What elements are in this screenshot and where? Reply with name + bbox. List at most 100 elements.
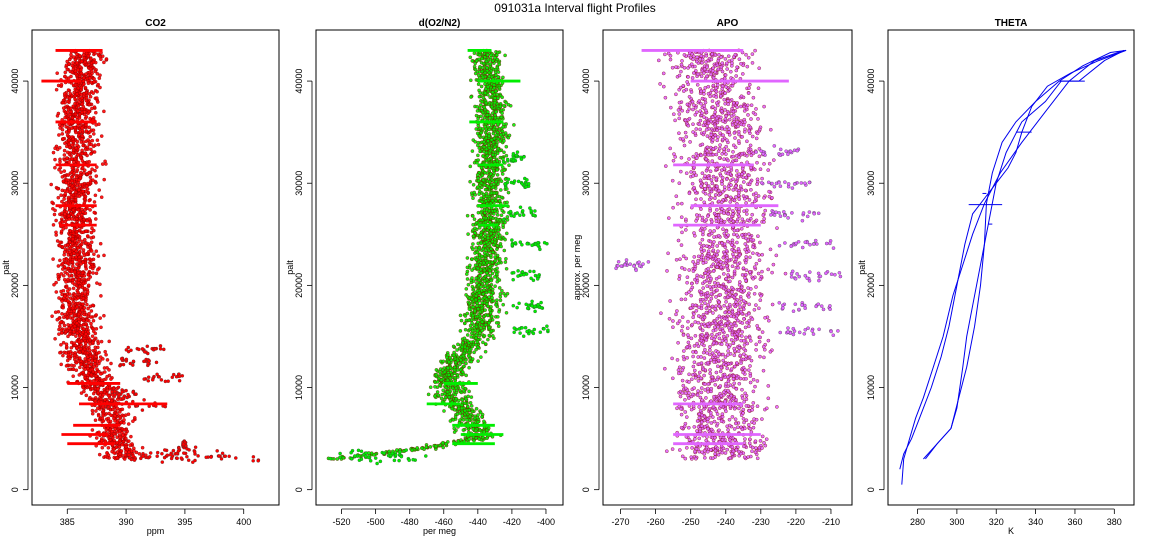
data-point	[465, 272, 469, 276]
data-point	[79, 343, 83, 347]
data-point	[501, 157, 505, 161]
data-point	[109, 433, 114, 438]
data-point	[85, 234, 90, 238]
data-point	[505, 157, 510, 162]
data-point	[83, 207, 87, 212]
data-point	[487, 134, 491, 138]
data-point	[76, 280, 81, 285]
data-point	[753, 48, 757, 53]
data-point	[90, 367, 95, 372]
data-point	[516, 269, 520, 273]
data-point	[477, 245, 482, 250]
data-point	[473, 226, 477, 231]
data-point	[489, 191, 494, 195]
data-point	[459, 358, 463, 362]
data-point	[62, 92, 67, 96]
data-point	[66, 76, 71, 80]
data-point	[121, 433, 125, 437]
data-point	[458, 329, 463, 333]
data-point	[499, 115, 504, 120]
data-point	[525, 242, 529, 246]
data-point	[137, 347, 141, 352]
data-point	[115, 406, 120, 411]
data-point	[486, 337, 490, 342]
data-point	[521, 334, 526, 338]
data-point	[126, 392, 130, 397]
data-point	[84, 72, 88, 76]
data-point	[67, 128, 71, 133]
x-axis-label: per meg	[423, 526, 456, 536]
data-point	[356, 448, 361, 453]
data-point	[503, 53, 507, 58]
data-point	[490, 104, 494, 109]
data-point	[438, 383, 442, 388]
data-point	[477, 134, 482, 138]
data-point	[486, 313, 490, 318]
data-point	[463, 408, 467, 413]
data-point	[82, 201, 87, 205]
data-point	[132, 458, 137, 462]
data-point	[456, 342, 460, 347]
data-point	[94, 378, 99, 383]
data-point	[61, 305, 65, 310]
data-point	[89, 321, 93, 326]
data-point	[251, 459, 255, 463]
data-point	[538, 330, 543, 334]
data-point	[142, 350, 147, 354]
data-point	[500, 95, 504, 100]
data-point	[477, 94, 482, 99]
data-point	[82, 306, 87, 310]
data-point	[482, 140, 486, 144]
data-point	[519, 157, 524, 161]
data-point	[88, 180, 93, 185]
data-point	[165, 453, 170, 457]
data-point	[460, 398, 465, 402]
data-point	[492, 83, 496, 87]
data-point	[498, 218, 502, 222]
data-point	[338, 451, 342, 456]
data-point	[76, 266, 81, 270]
data-point	[115, 456, 119, 460]
data-point	[71, 264, 75, 268]
data-point	[121, 414, 126, 418]
data-point	[159, 378, 164, 382]
data-point	[103, 454, 108, 459]
data-point	[476, 210, 481, 215]
data-point	[99, 372, 103, 376]
data-point	[251, 455, 256, 459]
data-point	[109, 413, 113, 418]
data-point	[107, 393, 111, 398]
data-point	[499, 188, 503, 192]
data-point	[75, 92, 79, 96]
data-point	[466, 354, 471, 358]
data-point	[478, 310, 482, 314]
data-point	[62, 153, 67, 157]
data-point	[499, 179, 504, 183]
data-point	[61, 288, 66, 293]
plot-area	[614, 48, 843, 461]
data-point	[470, 268, 474, 272]
data-point	[83, 357, 87, 361]
data-point	[467, 389, 471, 394]
data-point	[503, 220, 507, 225]
data-point	[369, 451, 374, 455]
data-point	[499, 213, 504, 218]
data-point	[77, 273, 82, 278]
data-point	[484, 101, 489, 105]
data-point	[460, 403, 464, 408]
data-point	[513, 241, 518, 245]
data-point	[504, 267, 509, 271]
data-point	[88, 116, 92, 121]
data-point	[75, 252, 80, 257]
data-point	[505, 291, 510, 296]
data-point	[479, 233, 483, 237]
data-point	[118, 415, 122, 419]
data-point	[698, 370, 702, 375]
data-point	[466, 404, 470, 409]
data-point	[481, 75, 485, 80]
data-point	[75, 168, 80, 172]
data-point	[484, 59, 489, 64]
data-point	[503, 131, 508, 135]
data-point	[335, 457, 340, 461]
data-point	[59, 320, 63, 324]
